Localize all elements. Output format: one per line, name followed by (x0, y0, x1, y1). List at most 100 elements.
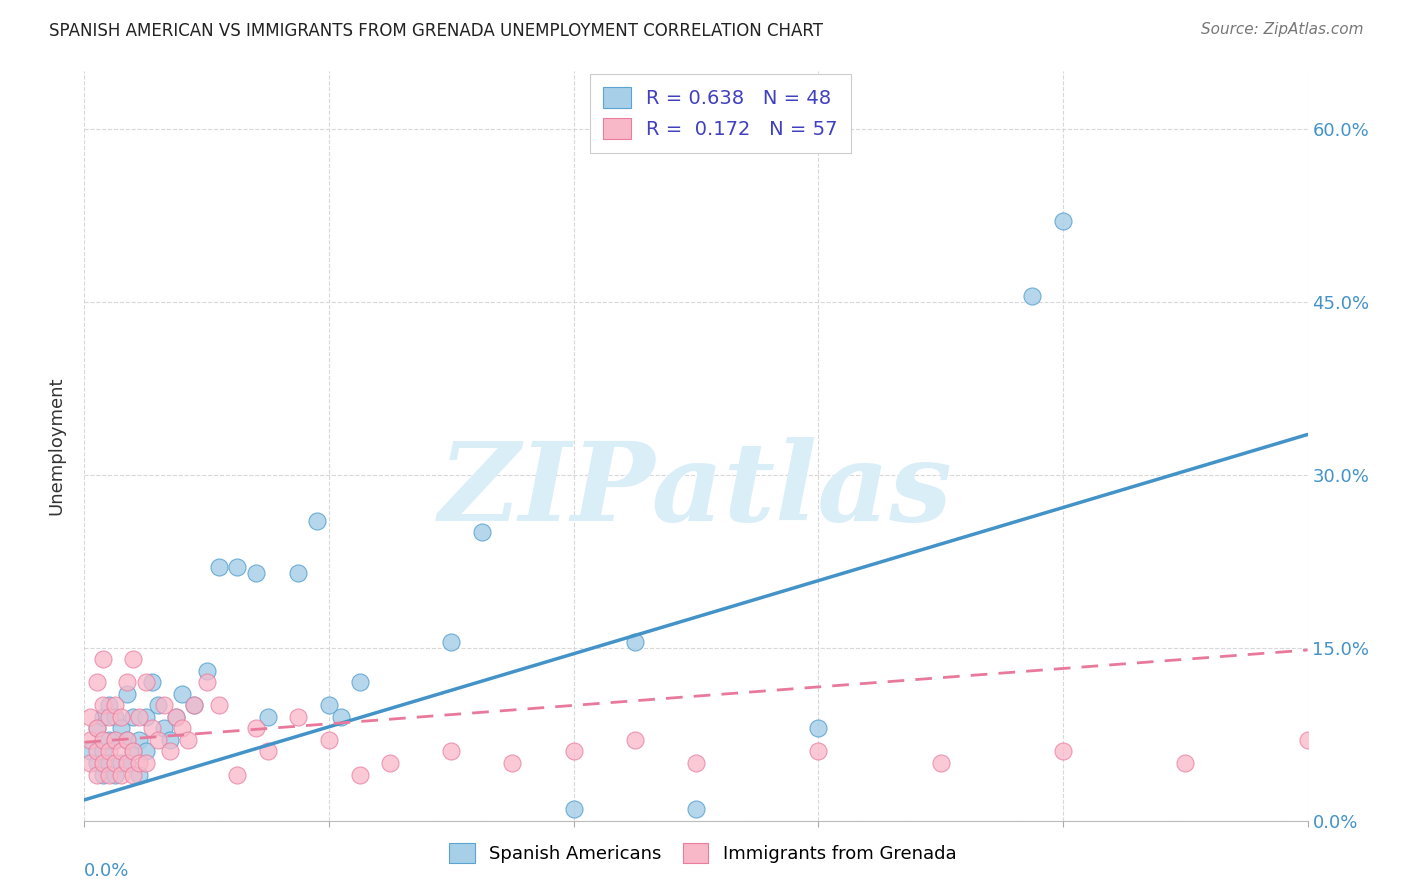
Point (1296, 733, 1319, 747)
Legend: Spanish Americans, Immigrants from Grenada: Spanish Americans, Immigrants from Grena… (440, 834, 966, 872)
Text: ZIPatlas: ZIPatlas (439, 437, 953, 545)
Text: SPANISH AMERICAN VS IMMIGRANTS FROM GRENADA UNEMPLOYMENT CORRELATION CHART: SPANISH AMERICAN VS IMMIGRANTS FROM GREN… (49, 22, 823, 40)
Point (287, 710, 309, 724)
Point (153, 698, 176, 713)
Point (183, 698, 205, 713)
Point (183, 698, 205, 713)
Point (97, 767, 120, 781)
Point (104, 767, 127, 781)
Point (86, 744, 108, 758)
Point (146, 733, 169, 747)
Point (330, 710, 353, 724)
Point (97, 710, 120, 724)
Point (685, 802, 707, 816)
Point (104, 733, 127, 747)
Text: Source: ZipAtlas.com: Source: ZipAtlas.com (1201, 22, 1364, 37)
Point (86, 722, 108, 736)
Point (172, 722, 194, 736)
Point (79, 710, 101, 724)
Point (349, 675, 371, 690)
Point (79, 756, 101, 770)
Point (104, 733, 127, 747)
Point (471, 525, 494, 540)
Point (135, 675, 157, 690)
Point (624, 635, 647, 649)
Point (91, 733, 114, 747)
Point (141, 722, 163, 736)
Point (91, 698, 114, 713)
Point (110, 767, 132, 781)
Point (91, 744, 114, 758)
Point (115, 733, 138, 747)
Point (146, 698, 169, 713)
Point (86, 722, 108, 736)
Point (318, 698, 340, 713)
Point (159, 733, 181, 747)
Point (245, 722, 267, 736)
Point (1052, 214, 1074, 228)
Point (128, 733, 150, 747)
Point (91, 767, 114, 781)
Y-axis label: Unemployment: Unemployment (48, 376, 66, 516)
Point (257, 744, 280, 758)
Point (135, 710, 157, 724)
Point (135, 744, 157, 758)
Point (86, 675, 108, 690)
Point (807, 722, 830, 736)
Point (195, 664, 218, 678)
Point (128, 710, 150, 724)
Point (104, 710, 127, 724)
Legend: R = 0.638   N = 48, R =  0.172   N = 57: R = 0.638 N = 48, R = 0.172 N = 57 (589, 73, 851, 153)
Point (115, 733, 138, 747)
Point (115, 675, 138, 690)
Point (115, 687, 138, 701)
Point (128, 767, 150, 781)
Point (349, 767, 371, 781)
Point (104, 756, 127, 770)
Point (115, 756, 138, 770)
Point (122, 710, 145, 724)
Text: 0.0%: 0.0% (84, 862, 129, 880)
Point (562, 802, 585, 816)
Point (141, 675, 163, 690)
Point (110, 744, 132, 758)
Point (91, 756, 114, 770)
Point (91, 710, 114, 724)
Point (172, 687, 194, 701)
Point (1021, 289, 1043, 303)
Point (110, 756, 132, 770)
Point (115, 756, 138, 770)
Point (91, 652, 114, 666)
Point (245, 566, 267, 580)
Point (562, 744, 585, 758)
Point (1174, 756, 1197, 770)
Point (79, 744, 101, 758)
Point (257, 710, 280, 724)
Point (97, 756, 120, 770)
Point (128, 756, 150, 770)
Point (208, 698, 231, 713)
Point (165, 710, 187, 724)
Point (110, 722, 132, 736)
Point (318, 733, 340, 747)
Point (165, 710, 187, 724)
Point (624, 733, 647, 747)
Point (135, 756, 157, 770)
Point (86, 767, 108, 781)
Point (287, 566, 309, 580)
Point (110, 710, 132, 724)
Point (153, 722, 176, 736)
Point (226, 767, 249, 781)
Point (159, 744, 181, 758)
Point (440, 744, 463, 758)
Point (86, 756, 108, 770)
Point (195, 675, 218, 690)
Point (226, 560, 249, 574)
Point (305, 514, 328, 528)
Point (97, 744, 120, 758)
Point (1052, 744, 1074, 758)
Point (807, 744, 830, 758)
Point (122, 744, 145, 758)
Point (97, 698, 120, 713)
Point (97, 733, 120, 747)
